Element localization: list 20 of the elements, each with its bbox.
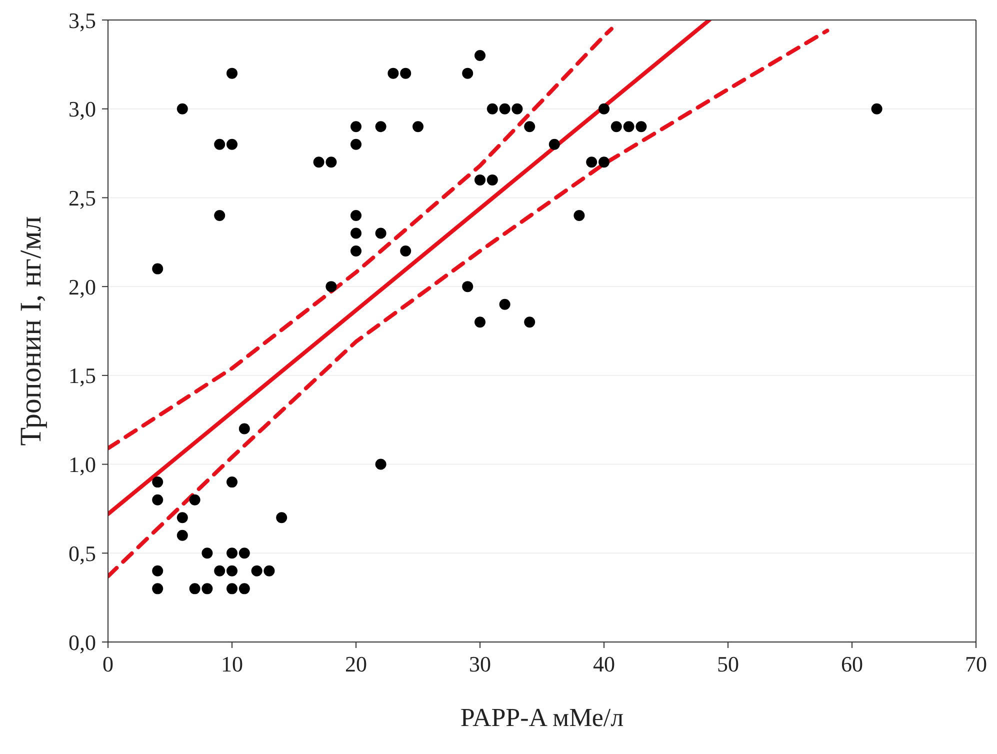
y-axis-title: Тропонин I, нг/мл: [14, 216, 48, 446]
x-axis-title: PAPP-A мМе/л: [460, 703, 624, 732]
line-series: [108, 26, 614, 450]
x-tick-label: 20: [345, 652, 367, 677]
y-tick-label: 2,0: [68, 274, 96, 300]
x-tick-label: 30: [469, 652, 491, 677]
y-tick-label: 3,0: [68, 96, 96, 122]
y-tick-label: 3,5: [68, 8, 96, 33]
x-tick-label: 0: [102, 652, 114, 677]
x-tick-label: 70: [965, 652, 987, 677]
y-tick-label: 0,0: [68, 630, 96, 655]
y-tick-label: 2,5: [68, 186, 96, 211]
y-tick-label: 1,5: [68, 363, 96, 388]
x-tick-label: 50: [717, 652, 739, 677]
y-tick-label: 1,0: [68, 452, 96, 478]
x-tick-label: 10: [221, 652, 243, 677]
y-tick-label: 0,5: [68, 540, 96, 566]
line-series: [108, 28, 830, 578]
x-tick-label: 40: [593, 652, 615, 677]
x-tick-label: 60: [841, 652, 863, 677]
